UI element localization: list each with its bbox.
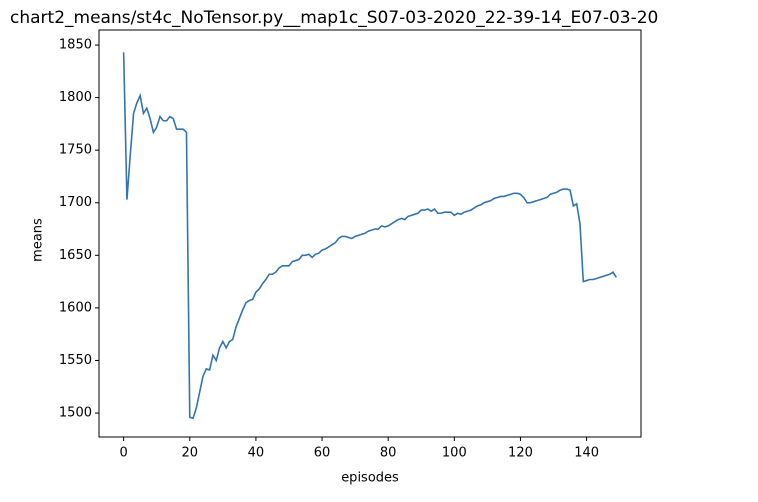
y-tick-label: 1500 xyxy=(59,406,92,421)
data-line xyxy=(122,52,618,420)
y-tick-label: 1800 xyxy=(59,90,92,105)
x-tick-label: 60 xyxy=(314,446,331,461)
y-axis-label: means xyxy=(31,218,46,262)
x-tick-label: 0 xyxy=(119,446,127,461)
x-tick-label: 100 xyxy=(442,446,467,461)
y-tick-label: 1600 xyxy=(59,300,92,315)
y-tick-label: 1850 xyxy=(59,38,92,53)
x-tick-label: 140 xyxy=(574,446,599,461)
x-axis-label: episodes xyxy=(341,471,399,486)
y-tick-label: 1550 xyxy=(59,353,92,368)
chart-title: chart2_means/st4c_NoTensor.py__map1c_S07… xyxy=(10,8,658,28)
x-tick-label: 20 xyxy=(182,446,199,461)
x-tick-label: 40 xyxy=(248,446,265,461)
y-tick-label: 1650 xyxy=(59,248,92,263)
x-tick-label: 80 xyxy=(380,446,397,461)
y-tick-label: 1750 xyxy=(59,143,92,158)
x-tick-label: 120 xyxy=(508,446,533,461)
axes-frame xyxy=(98,29,642,438)
y-tick-label: 1700 xyxy=(59,195,92,210)
